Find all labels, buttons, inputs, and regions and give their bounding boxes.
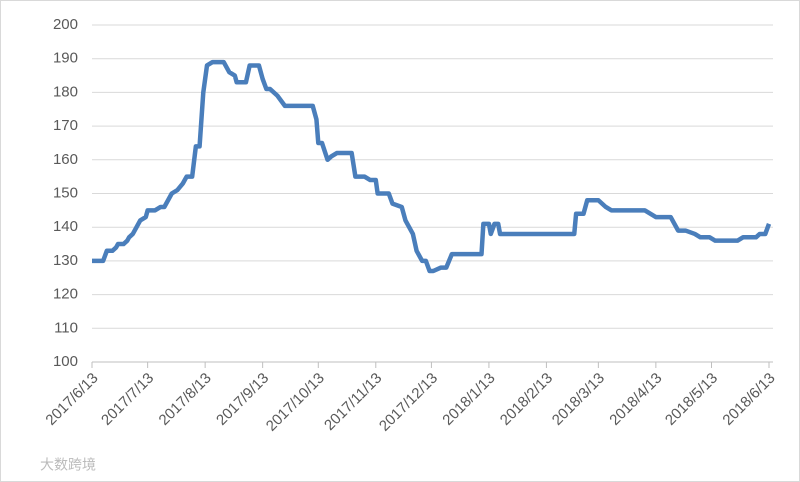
y-tick-label: 180 <box>53 83 78 100</box>
watermark: 大数跨境 <box>40 457 96 473</box>
y-tick-label: 140 <box>53 218 78 235</box>
y-tick-label: 170 <box>53 117 78 134</box>
y-tick-label: 190 <box>53 50 78 67</box>
y-tick-label: 150 <box>53 184 78 201</box>
y-tick-label: 130 <box>53 252 78 269</box>
y-tick-label: 110 <box>54 319 78 336</box>
y-tick-label: 160 <box>53 151 78 168</box>
y-tick-label: 200 <box>53 16 78 33</box>
y-tick-label: 100 <box>53 353 78 370</box>
y-tick-label: 120 <box>53 286 78 303</box>
data-line <box>92 59 772 274</box>
